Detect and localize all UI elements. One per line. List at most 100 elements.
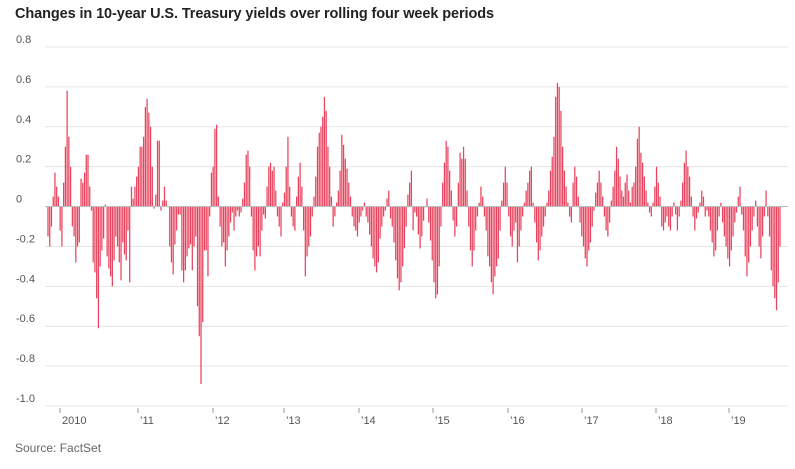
- y-tick-label: 0.2: [16, 154, 31, 166]
- bar: [701, 190, 703, 207]
- bar: [103, 206, 105, 239]
- bar: [635, 166, 637, 207]
- bar: [600, 182, 602, 207]
- bar: [415, 206, 418, 217]
- bar: [134, 186, 136, 207]
- bar: [316, 146, 319, 207]
- x-tick-label: ’18: [658, 415, 673, 427]
- bar: [294, 206, 296, 231]
- bar: [537, 206, 539, 261]
- bar: [690, 196, 692, 207]
- bar: [596, 182, 599, 207]
- bar: [692, 206, 694, 217]
- y-tick-label: -0.2: [16, 233, 35, 245]
- bar: [633, 182, 635, 207]
- bar: [261, 206, 263, 231]
- bar: [638, 126, 640, 207]
- bar: [501, 200, 503, 207]
- bar: [541, 206, 543, 237]
- bar: [412, 206, 414, 231]
- bar: [431, 206, 433, 261]
- bar: [449, 170, 451, 207]
- bar: [348, 182, 350, 207]
- bar: [591, 206, 593, 227]
- bar: [744, 206, 746, 257]
- bar: [662, 206, 665, 231]
- bar: [325, 110, 327, 207]
- bar: [323, 96, 326, 207]
- bar: [282, 202, 284, 207]
- bar: [589, 206, 592, 243]
- bar: [205, 206, 207, 251]
- bar: [435, 206, 437, 299]
- bar: [217, 196, 220, 207]
- bar: [438, 206, 440, 267]
- bar: [676, 206, 679, 231]
- bar: [89, 186, 91, 207]
- bar: [734, 206, 736, 223]
- bar: [92, 206, 94, 263]
- bar: [452, 206, 454, 221]
- bar: [455, 206, 458, 227]
- bar: [369, 206, 371, 235]
- bar: [560, 110, 562, 207]
- bar: [153, 206, 155, 209]
- bar: [450, 190, 453, 207]
- bar: [647, 202, 649, 207]
- bar: [386, 198, 388, 207]
- bar: [760, 206, 762, 259]
- bar: [497, 206, 499, 259]
- x-tick-label: ’13: [286, 415, 301, 427]
- bar: [529, 170, 531, 207]
- bar: [562, 146, 564, 207]
- bar: [346, 168, 348, 207]
- bar: [337, 190, 339, 207]
- bar: [489, 206, 491, 267]
- bar: [556, 82, 559, 207]
- bar: [156, 140, 159, 207]
- bar: [377, 206, 379, 263]
- bar: [202, 206, 204, 323]
- bar: [581, 206, 583, 237]
- bar: [304, 206, 306, 277]
- bar: [280, 206, 282, 237]
- bar: [650, 206, 652, 217]
- bar: [574, 166, 576, 207]
- bar: [108, 206, 110, 269]
- bar: [636, 138, 639, 207]
- bar: [176, 206, 178, 231]
- bar: [506, 182, 508, 207]
- bar: [763, 206, 765, 217]
- bar: [429, 206, 432, 241]
- bar: [730, 206, 732, 251]
- bar: [256, 206, 258, 257]
- bar: [640, 152, 642, 207]
- bar: [76, 206, 79, 247]
- bar: [704, 206, 706, 217]
- bar: [461, 158, 463, 207]
- bar: [409, 182, 411, 207]
- bar: [393, 206, 395, 243]
- x-tick-label: ’11: [140, 415, 154, 427]
- bar: [342, 144, 345, 207]
- bar: [296, 196, 298, 207]
- bar: [276, 206, 279, 217]
- bar: [362, 206, 364, 211]
- bar: [210, 172, 213, 207]
- bar: [330, 196, 333, 207]
- bar: [219, 206, 221, 227]
- bar: [593, 206, 595, 211]
- bar: [697, 206, 699, 213]
- y-axis-tick-labels: 0.8 0.6 0.4 0.2 0 -0.2 -0.4 -0.6 -0.8 -1.0: [16, 34, 35, 405]
- bar: [189, 206, 192, 245]
- bar: [765, 190, 767, 207]
- bar: [299, 162, 301, 207]
- bar: [756, 206, 759, 227]
- bar: [645, 190, 647, 207]
- bar: [374, 206, 376, 267]
- bar: [511, 206, 513, 247]
- bar: [231, 206, 233, 213]
- bar: [118, 206, 120, 263]
- bar: [396, 206, 399, 279]
- bar: [468, 206, 470, 227]
